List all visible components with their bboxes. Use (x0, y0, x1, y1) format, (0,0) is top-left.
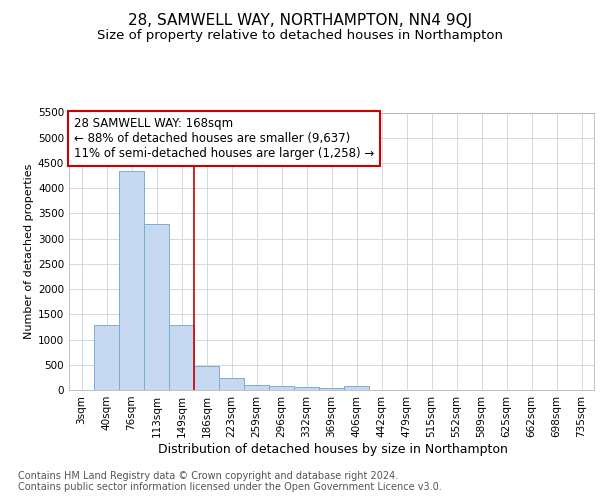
Text: Contains public sector information licensed under the Open Government Licence v3: Contains public sector information licen… (18, 482, 442, 492)
Text: 28 SAMWELL WAY: 168sqm
← 88% of detached houses are smaller (9,637)
11% of semi-: 28 SAMWELL WAY: 168sqm ← 88% of detached… (74, 116, 374, 160)
Bar (244, 385, 269, 390)
Y-axis label: Number of detached properties: Number of detached properties (24, 164, 34, 339)
Text: Size of property relative to detached houses in Northampton: Size of property relative to detached ho… (97, 29, 503, 42)
Bar (119, 170, 144, 390)
Bar (269, 386, 294, 390)
Bar (194, 366, 219, 390)
Bar (169, 326, 194, 390)
Bar (319, 388, 344, 390)
Text: Contains HM Land Registry data © Crown copyright and database right 2024.: Contains HM Land Registry data © Crown c… (18, 471, 398, 481)
Text: 28, SAMWELL WAY, NORTHAMPTON, NN4 9QJ: 28, SAMWELL WAY, NORTHAMPTON, NN4 9QJ (128, 12, 472, 28)
Bar (144, 224, 169, 390)
Text: Distribution of detached houses by size in Northampton: Distribution of detached houses by size … (158, 442, 508, 456)
Bar (94, 326, 119, 390)
Bar (219, 378, 244, 390)
Bar (344, 386, 369, 390)
Bar (294, 388, 319, 390)
